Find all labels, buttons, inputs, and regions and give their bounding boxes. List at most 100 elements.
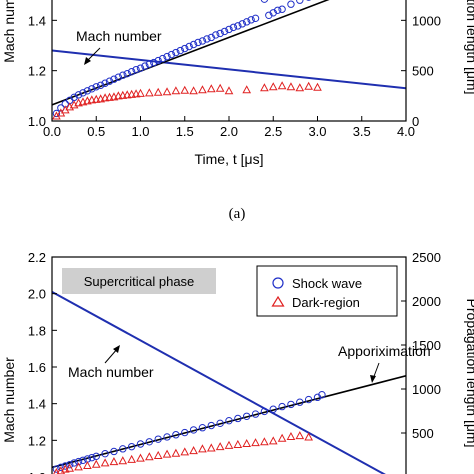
shock-wave-point-a — [225, 25, 233, 34]
shock-wave-point-b — [145, 438, 154, 446]
dark-region-point-b — [268, 436, 278, 445]
shock-wave-point-a — [194, 38, 202, 47]
annotation-mach-number-a: Mach number — [76, 28, 162, 44]
shock-wave-point-a — [110, 75, 118, 83]
y-left-tick-label-b: 1.8 — [28, 323, 46, 338]
dark-region-point-a — [100, 93, 110, 102]
dark-region-point-a — [122, 90, 132, 99]
shock-wave-point-b — [260, 407, 269, 416]
chart-panel-b: 1.0 1.2 1.4 1.6 1.8 2.0 2.2 500 1000 1500 2000 2500… — [1, 250, 474, 474]
shock-wave-point-a — [74, 91, 83, 99]
dark-region-point-b — [145, 452, 154, 461]
mach-number-line-b — [52, 290, 386, 474]
y-right-tick-label-b: 1500 — [412, 338, 441, 353]
shock-wave-point-b — [119, 445, 127, 453]
shock-wave-point-b — [136, 440, 145, 448]
dark-region-point-b — [215, 442, 225, 451]
shock-wave-point-a — [185, 42, 193, 51]
legend-box — [256, 265, 398, 317]
dark-region-point-a — [295, 83, 305, 92]
dark-region-point-b — [180, 447, 190, 456]
shock-wave-point-a — [79, 89, 87, 97]
y-right-tick-label-b: 2000 — [412, 294, 441, 309]
shock-wave-point-a — [216, 29, 224, 38]
y-left-tick-label-b: 1.6 — [28, 360, 46, 375]
phase-label: Supercritical phase — [84, 274, 195, 289]
shock-wave-point-a — [92, 83, 100, 91]
shock-wave-point-b — [278, 402, 286, 411]
x-tick-label-a: 1.0 — [131, 124, 149, 139]
y-left-tick-label-b: 2.2 — [28, 250, 46, 265]
dark-region-point-b — [206, 443, 216, 452]
shock-wave-point-a — [141, 62, 149, 70]
dark-region-point-b — [295, 431, 305, 440]
y-right-tick-label-b: 500 — [412, 426, 434, 441]
x-tick-label-a: 1.5 — [176, 124, 194, 139]
shock-wave-point-b — [234, 414, 242, 423]
shock-wave-point-a — [145, 60, 154, 68]
dark-region-point-a — [215, 83, 225, 92]
dark-region-point-a — [268, 82, 278, 91]
shock-wave-point-a — [88, 85, 96, 93]
dark-region-point-b — [242, 439, 252, 448]
shock-wave-point-a — [260, 0, 269, 3]
shock-wave-point-b — [198, 424, 207, 432]
y-left-tick-label-a: 1.2 — [28, 64, 46, 79]
shock-wave-point-a — [273, 6, 282, 14]
shock-wave-point-b — [92, 452, 100, 461]
shock-wave-point-a — [119, 71, 127, 79]
dark-region-point-b — [127, 454, 136, 463]
shock-wave-point-a — [136, 64, 145, 72]
shock-wave-point-b — [172, 431, 180, 439]
dark-region-point-b — [304, 432, 313, 441]
y-left-tick-label-b: 1.0 — [28, 470, 46, 474]
dark-region-point-b — [286, 431, 296, 441]
shock-wave-point-b — [79, 456, 87, 464]
x-axis-label-a: Time, t [μs] — [195, 151, 264, 167]
dark-region-point-a — [313, 82, 322, 91]
dark-region-point-a — [87, 95, 97, 104]
x-tick-label-a: 3.5 — [353, 124, 371, 139]
dark-region-point-a — [242, 85, 252, 94]
shock-wave-point-b — [207, 421, 216, 430]
shock-wave-point-a — [52, 109, 61, 118]
legend-b: Shock wave Dark-region — [256, 265, 398, 317]
shock-wave-point-a — [203, 35, 211, 43]
dark-region-point-a — [277, 81, 287, 90]
annotation-arrow-a — [84, 47, 101, 65]
dark-region-point-b — [74, 462, 83, 471]
dark-region-point-b — [91, 459, 101, 468]
annotation-approximation: Apporiximation — [338, 343, 431, 359]
y-left-tick-label-a: 1.0 — [28, 114, 46, 129]
shock-wave-point-a — [123, 69, 131, 78]
shock-wave-point-b — [88, 453, 96, 462]
shock-wave-point-b — [269, 405, 277, 413]
x-tick-label-a: 0.5 — [87, 124, 105, 139]
dark-region-point-a — [91, 94, 101, 103]
shock-wave-point-a — [83, 87, 92, 95]
legend-entry-shock-wave: Shock wave — [292, 276, 362, 291]
annotation-arrow-approx — [370, 362, 380, 383]
shock-wave-point-a — [198, 37, 207, 45]
mach-number-line-a — [52, 49, 406, 90]
shock-wave-point-a — [172, 48, 180, 57]
dark-region-point-b — [251, 438, 260, 447]
shock-wave-point-a — [247, 16, 255, 24]
y-right-label-b: Propagation length [μm] — [464, 299, 474, 448]
dark-region-point-b — [198, 444, 207, 453]
shock-wave-point-b — [74, 457, 83, 466]
dark-region-point-a — [131, 89, 141, 98]
dark-region-point-a — [118, 90, 128, 99]
shock-wave-point-a — [287, 0, 295, 8]
annotation-arrow-mach-b — [104, 345, 120, 364]
dark-region-point-b — [162, 449, 172, 458]
shock-wave-point-b — [243, 412, 251, 420]
shock-wave-point-a — [127, 67, 136, 76]
dark-region-point-a — [136, 88, 145, 97]
dark-region-point-b — [171, 448, 181, 457]
shock-wave-point-a — [189, 40, 198, 49]
y-right-tick-label-a: 0 — [412, 114, 419, 129]
shock-wave-point-b — [296, 398, 304, 406]
shock-wave-point-a — [105, 77, 114, 85]
x-tick-label-a: 0.0 — [43, 124, 61, 139]
